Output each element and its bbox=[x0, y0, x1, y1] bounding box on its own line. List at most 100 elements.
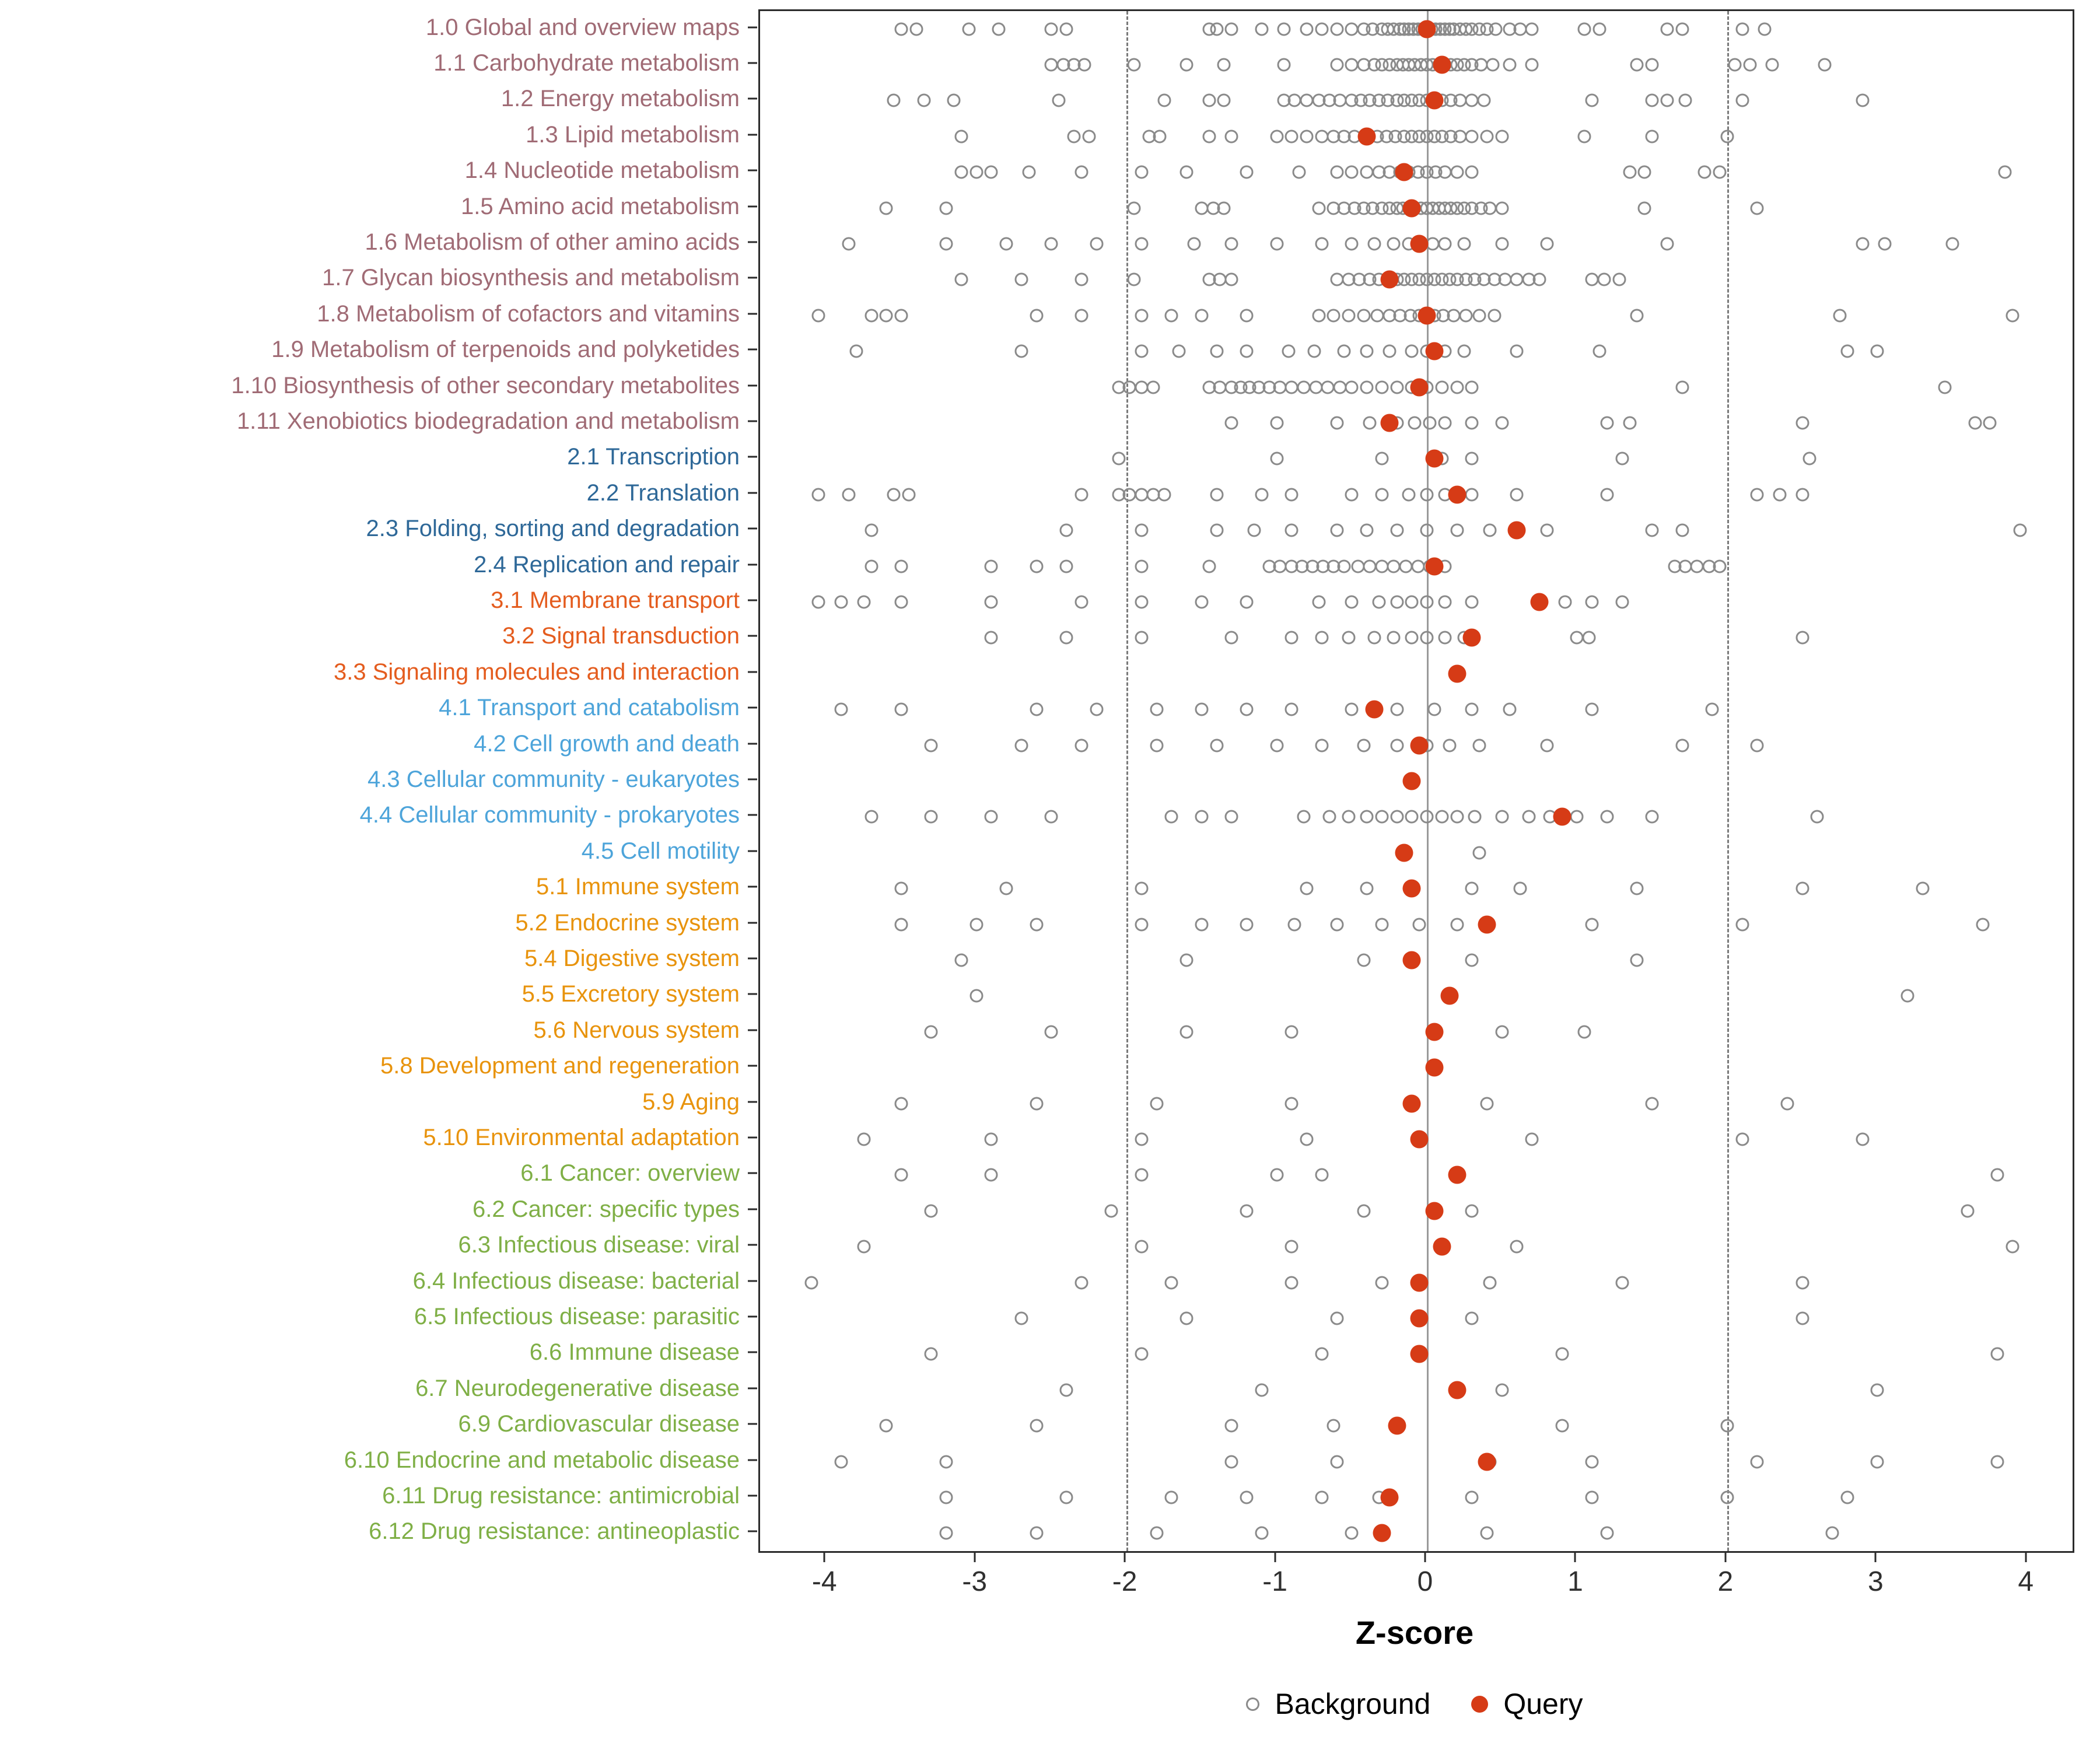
background-point bbox=[1255, 22, 1269, 36]
y-axis-label: 6.1 Cancer: overview bbox=[520, 1160, 740, 1186]
background-point bbox=[1495, 130, 1509, 144]
background-point bbox=[1728, 58, 1742, 72]
background-point bbox=[962, 22, 976, 36]
background-point bbox=[1387, 237, 1401, 251]
background-point bbox=[1074, 595, 1088, 609]
background-point bbox=[811, 309, 825, 323]
background-point bbox=[1135, 165, 1149, 179]
background-point bbox=[1014, 344, 1028, 358]
y-axis-ticks bbox=[748, 9, 757, 1549]
background-point bbox=[947, 93, 961, 107]
y-tick-mark bbox=[748, 1172, 757, 1174]
background-point bbox=[842, 488, 856, 502]
background-point bbox=[1213, 272, 1227, 286]
background-point bbox=[1044, 810, 1058, 824]
y-tick-mark bbox=[748, 1530, 757, 1532]
background-point bbox=[1180, 1311, 1194, 1325]
background-point bbox=[1330, 1455, 1344, 1468]
y-axis-label: 6.12 Drug resistance: antineoplastic bbox=[369, 1518, 740, 1545]
background-point bbox=[1330, 272, 1344, 286]
background-point bbox=[1976, 918, 1990, 932]
background-point bbox=[1645, 130, 1659, 144]
background-point bbox=[1315, 130, 1329, 144]
query-point bbox=[1410, 1345, 1429, 1363]
background-point bbox=[1750, 1455, 1764, 1468]
background-point-icon bbox=[1246, 1697, 1260, 1711]
background-point bbox=[970, 918, 984, 932]
query-point bbox=[1507, 521, 1526, 540]
background-point bbox=[1660, 22, 1674, 36]
x-tick-label: -3 bbox=[962, 1566, 988, 1597]
background-point bbox=[894, 22, 908, 36]
background-point bbox=[1637, 165, 1651, 179]
background-point bbox=[1453, 93, 1467, 107]
query-point bbox=[1380, 414, 1399, 432]
background-point bbox=[834, 702, 848, 716]
y-axis-label: 5.4 Digestive system bbox=[524, 945, 740, 971]
background-point bbox=[887, 93, 901, 107]
query-point bbox=[1380, 1488, 1399, 1507]
background-point bbox=[1408, 416, 1422, 430]
query-point bbox=[1448, 664, 1466, 683]
background-point bbox=[1240, 344, 1254, 358]
background-point bbox=[1438, 165, 1452, 179]
background-point bbox=[1630, 881, 1644, 895]
background-point bbox=[1465, 416, 1479, 430]
background-point bbox=[1270, 1168, 1284, 1182]
background-point bbox=[1720, 1419, 1734, 1433]
background-point bbox=[1465, 380, 1479, 394]
background-point bbox=[924, 810, 938, 824]
background-point bbox=[917, 93, 931, 107]
background-point bbox=[1224, 22, 1238, 36]
background-point bbox=[1375, 488, 1389, 502]
background-point bbox=[1074, 1276, 1088, 1290]
y-axis-label: 5.9 Aging bbox=[642, 1088, 740, 1115]
background-point bbox=[1600, 416, 1614, 430]
background-point bbox=[1273, 559, 1287, 573]
background-point bbox=[1300, 22, 1314, 36]
background-point bbox=[1623, 416, 1637, 430]
background-point bbox=[1901, 989, 1915, 1003]
background-point bbox=[1735, 918, 1749, 932]
x-axis-title: Z-score bbox=[1355, 1614, 1474, 1651]
y-tick-mark bbox=[748, 850, 757, 852]
y-tick-mark bbox=[748, 743, 757, 745]
query-point bbox=[1440, 986, 1459, 1005]
y-axis-label: 1.1 Carbohydrate metabolism bbox=[433, 50, 740, 76]
background-point bbox=[1351, 559, 1365, 573]
background-point bbox=[924, 1347, 938, 1361]
background-point bbox=[1390, 702, 1404, 716]
background-point bbox=[1532, 272, 1546, 286]
y-axis-label: 6.10 Endocrine and metabolic disease bbox=[344, 1447, 740, 1473]
background-point bbox=[1135, 237, 1149, 251]
legend-label-query: Query bbox=[1503, 1688, 1583, 1720]
background-point bbox=[1217, 93, 1231, 107]
y-tick-mark bbox=[748, 62, 757, 64]
background-point bbox=[1315, 631, 1329, 645]
background-point bbox=[849, 344, 863, 358]
background-point bbox=[1735, 1132, 1749, 1146]
background-point bbox=[1390, 595, 1404, 609]
background-point bbox=[1135, 309, 1149, 323]
background-point bbox=[1645, 93, 1659, 107]
y-axis-label: 1.10 Biosynthesis of other secondary met… bbox=[231, 372, 740, 398]
background-point bbox=[1322, 810, 1336, 824]
background-point bbox=[1998, 165, 2012, 179]
background-point bbox=[887, 488, 901, 502]
y-tick-mark bbox=[748, 1065, 757, 1067]
background-point bbox=[1146, 380, 1160, 394]
background-point bbox=[864, 559, 878, 573]
background-point bbox=[1164, 1490, 1178, 1504]
x-tick-label: 3 bbox=[1867, 1566, 1884, 1597]
y-axis-label: 1.2 Energy metabolism bbox=[501, 86, 740, 112]
background-point bbox=[954, 272, 968, 286]
background-point bbox=[1367, 631, 1381, 645]
background-point bbox=[1615, 595, 1629, 609]
background-point bbox=[1870, 1383, 1884, 1397]
background-point bbox=[864, 810, 878, 824]
query-point bbox=[1448, 1381, 1466, 1399]
reference-line-dashed bbox=[1727, 11, 1729, 1551]
legend-label-background: Background bbox=[1275, 1688, 1431, 1720]
background-point bbox=[2006, 1240, 2020, 1254]
background-point bbox=[939, 1490, 953, 1504]
